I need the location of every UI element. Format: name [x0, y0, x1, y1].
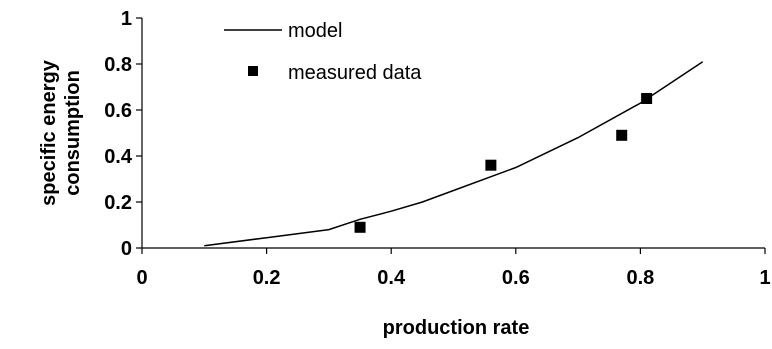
y-tick-label-3: 0.6 [104, 100, 132, 122]
y-tick-label-0: 0 [121, 238, 132, 260]
legend: model measured data [224, 20, 422, 84]
data-point-1 [485, 159, 497, 171]
x-axis-title: production rate [383, 317, 530, 339]
y-tick-label-5: 1 [121, 8, 132, 30]
data-point-3 [641, 93, 653, 104]
plot-area: 0 0.2 0.4 0.6 0.8 1 0 0.2 0.4 0.6 0.8 1 [104, 8, 770, 289]
x-tick-label-0: 0 [136, 267, 147, 289]
legend-measured-label: measured data [288, 62, 422, 84]
x-tick-label-4: 0.8 [626, 267, 654, 289]
y-tick-label-4: 0.8 [104, 54, 132, 76]
legend-model-label: model [288, 20, 342, 42]
y-axis-title-line-1: specific energy [38, 59, 60, 206]
x-tick-label-2: 0.4 [377, 267, 406, 289]
legend-measured-swatch [248, 66, 258, 76]
y-tick-label-2: 0.4 [104, 146, 133, 168]
series-points-measured-data [354, 93, 653, 233]
x-tick-label-1: 0.2 [253, 267, 281, 289]
data-point-0 [354, 221, 366, 233]
y-axis-title-line-2: consumption [62, 70, 84, 196]
x-tick-label-5: 1 [759, 267, 770, 289]
y-tick-label-1: 0.2 [104, 192, 132, 214]
x-tick-label-3: 0.6 [502, 267, 530, 289]
series-line-model [204, 61, 704, 247]
y-axis-title: specific energy consumption [38, 59, 84, 206]
data-point-2 [616, 129, 628, 141]
